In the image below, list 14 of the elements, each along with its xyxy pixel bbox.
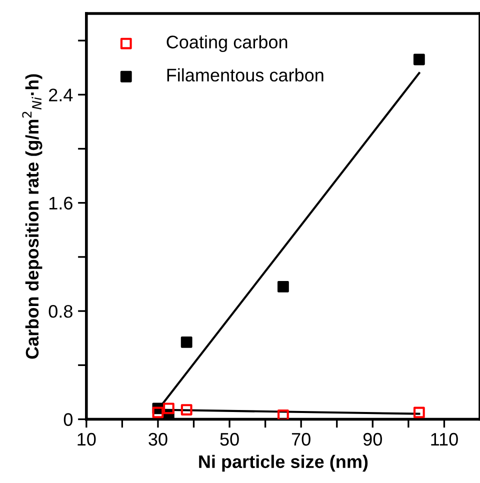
- y-axis-title: Carbon deposition rate (g/m$^{2}$$_{Ni}$·h): [22, 74, 42, 359]
- legend-label: Filamentous carbon: [167, 68, 324, 82]
- x-tick-label: 90: [363, 432, 382, 446]
- y-tick-label: 1.6: [49, 196, 72, 210]
- y-tick-label: 0: [64, 413, 72, 426]
- x-tick-label: 50: [220, 432, 239, 446]
- x-tick-label: 30: [148, 432, 168, 446]
- y-tick-label: 0.8: [48, 304, 72, 318]
- x-axis-title: Ni particle size (nm): [199, 454, 368, 472]
- y-tick-label: 2.4: [49, 88, 73, 102]
- legend-label: Coating carbon: [166, 35, 288, 52]
- x-tick-label: 110: [431, 432, 458, 446]
- x-tick-label: 10: [78, 432, 96, 446]
- x-tick-label: 70: [292, 432, 310, 446]
